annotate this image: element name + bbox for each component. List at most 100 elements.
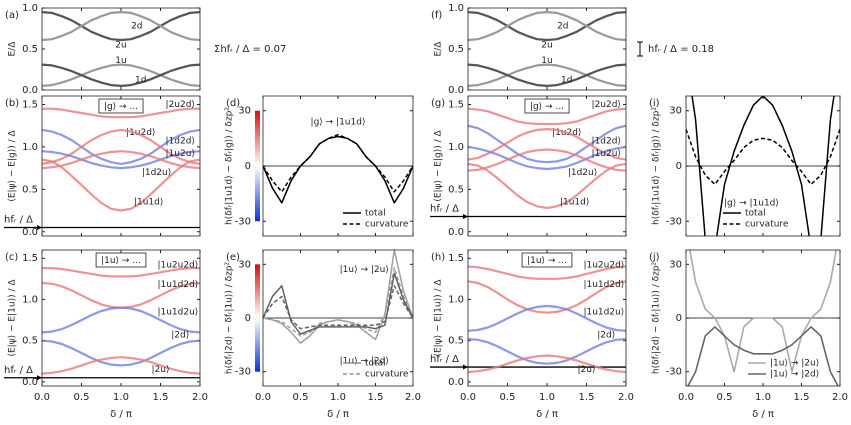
series-label: |2d⟩ (171, 330, 189, 340)
x-axis-label: δ / π (752, 409, 774, 420)
y-axis-label: (E|ψ⟩ − E|g⟩) / Δ (434, 130, 444, 202)
series-line (42, 107, 200, 119)
y-tick-label: 0.0 (448, 227, 464, 238)
series-line (468, 107, 626, 126)
reference-label: hfᵣ / Δ (4, 365, 33, 376)
y-tick-label: -30 (666, 216, 682, 227)
x-tick-label: 2.0 (192, 392, 208, 403)
panel-label: (a) (5, 10, 19, 21)
y-tick-label: 30 (238, 106, 251, 117)
note-text: |1u⟩ → ... (101, 256, 141, 266)
legend-label: total (365, 359, 386, 369)
series-label: |1u1d2u⟩ (157, 307, 198, 317)
y-tick-label: 0.5 (22, 44, 38, 55)
panel: (g) (E|ψ⟩ − E|g⟩) / Δ 0.0 0.5 1.0 1.5 hfᵣ / Δ |… (430, 95, 627, 238)
panel: (b) (E|ψ⟩ − E|g⟩) / Δ 0.0 0.5 1.0 1.5 hfᵣ / Δ |… (4, 95, 201, 238)
reference-label: hfᵣ / Δ (4, 215, 33, 226)
x-tick-label: 0.5 (293, 392, 309, 403)
series-line (42, 158, 200, 212)
series-line (42, 356, 200, 375)
panel-label: (b) (5, 98, 19, 109)
plot-frame (262, 95, 414, 237)
x-tick-label: 1.0 (330, 392, 346, 403)
legend-label: total (745, 209, 766, 219)
series-line (468, 145, 626, 171)
series-line (42, 150, 200, 170)
y-tick-label: -30 (666, 367, 682, 378)
series-label: |1u2u⟩ (166, 149, 195, 159)
panel-label: (c) (5, 252, 18, 263)
plot-frame (262, 249, 414, 387)
y-tick-label: 1.5 (22, 99, 38, 110)
series-line (687, 326, 839, 386)
y-tick-label: 0.0 (22, 377, 38, 388)
series-label: |2d⟩ (597, 330, 615, 340)
x-tick-label: 1.0 (755, 392, 771, 403)
series-label: 1d (561, 76, 572, 86)
y-axis-label: (E|ψ⟩ − E|1u⟩) / Δ (8, 279, 18, 357)
note-text: |g⟩ → ... (104, 102, 138, 112)
y-tick-label: 0 (245, 313, 251, 324)
y-tick-label: 0.0 (448, 85, 464, 96)
panel-label: (f) (431, 10, 442, 21)
y-tick-label: -30 (235, 367, 251, 378)
series-line (468, 304, 626, 332)
y-tick-label: 1.0 (22, 142, 38, 153)
panel: (e)h(δfᵣ|2d⟩ − δfᵣ|1u⟩) / δzp² δ / π 0.0 0.… (225, 249, 421, 420)
series-line (468, 354, 626, 374)
panel: (h) (E|ψ⟩ − E|1u⟩) / Δ δ / π 0.0 0.5 1.0 1.5 2.… (430, 249, 634, 420)
series-line (42, 339, 200, 367)
y-tick-label: 30 (669, 106, 682, 117)
y-tick-label: 0.5 (22, 336, 38, 347)
x-axis-label: δ / π (536, 409, 558, 420)
series-label: 1u (541, 56, 552, 66)
panel-label: (i) (649, 98, 660, 109)
y-axis-label: h(δfᵣ|2d⟩ − δfᵣ|1u⟩) / δzp² (225, 261, 235, 374)
panel: (f) E/Δ 0.0 0.5 1.0 2d 2u 1u 1d hfᵣ / Δ = 0.18 (431, 3, 714, 96)
series-label: 1u (115, 56, 126, 66)
curvature-line (263, 267, 413, 337)
series-line (468, 63, 626, 87)
series-label: |1u2u⟩ (592, 149, 621, 159)
x-tick-label: 0.5 (74, 392, 90, 403)
y-tick-label: 1.0 (448, 142, 464, 153)
legend-label: |1u⟩ → |2d⟩ (770, 370, 819, 380)
series-label: |1d2d⟩ (592, 136, 621, 146)
plot-frame (685, 95, 841, 237)
y-tick-label: 0.5 (448, 44, 464, 55)
series-line (42, 267, 200, 278)
y-tick-label: 1.0 (22, 294, 38, 305)
annotation: hfᵣ / Δ = 0.18 (648, 44, 714, 55)
panel-label: (g) (431, 98, 445, 109)
x-tick-label: 1.0 (539, 392, 555, 403)
series-line (468, 128, 626, 161)
series-label: |1d2u⟩ (568, 168, 597, 178)
x-tick-label: 2.0 (405, 392, 421, 403)
y-axis-label: (E|ψ⟩ − E|1u⟩) / Δ (434, 279, 444, 357)
series-label: |1u1d⟩ (560, 198, 589, 208)
y-axis-label: (E|ψ⟩ − E|g⟩) / Δ (8, 130, 18, 202)
x-tick-label: 2.0 (618, 392, 634, 403)
y-tick-label: 0.5 (22, 184, 38, 195)
series-line (468, 280, 626, 314)
series-label: |1u1d⟩ (134, 198, 163, 208)
x-tick-label: 0.5 (717, 392, 733, 403)
legend-label: curvature (745, 220, 789, 230)
panel: (a) E/Δ 0.0 0.5 1.0 2d 2u 1u 1d Σhfᵣ / Δ = 0.07 (5, 3, 286, 96)
series-label: |1u1d2d⟩ (583, 280, 624, 290)
group-label: |1u⟩ → |2d⟩ (340, 356, 389, 366)
group-label: |1u⟩ → |2u⟩ (340, 265, 389, 275)
x-tick-label: 1.0 (113, 392, 129, 403)
panel-label: (e) (226, 252, 240, 263)
series-label: |1d2d⟩ (166, 136, 195, 146)
legend-label: curvature (365, 370, 409, 380)
arrow-head (463, 213, 468, 219)
x-tick-label: 0.0 (34, 392, 50, 403)
series-label: |2u2d⟩ (592, 100, 621, 110)
reference-label: hfᵣ / Δ (430, 354, 459, 365)
curvature-line (263, 133, 413, 193)
x-axis-label: δ / π (110, 409, 132, 420)
x-tick-label: 1.5 (368, 392, 384, 403)
x-tick-label: 1.5 (579, 392, 595, 403)
